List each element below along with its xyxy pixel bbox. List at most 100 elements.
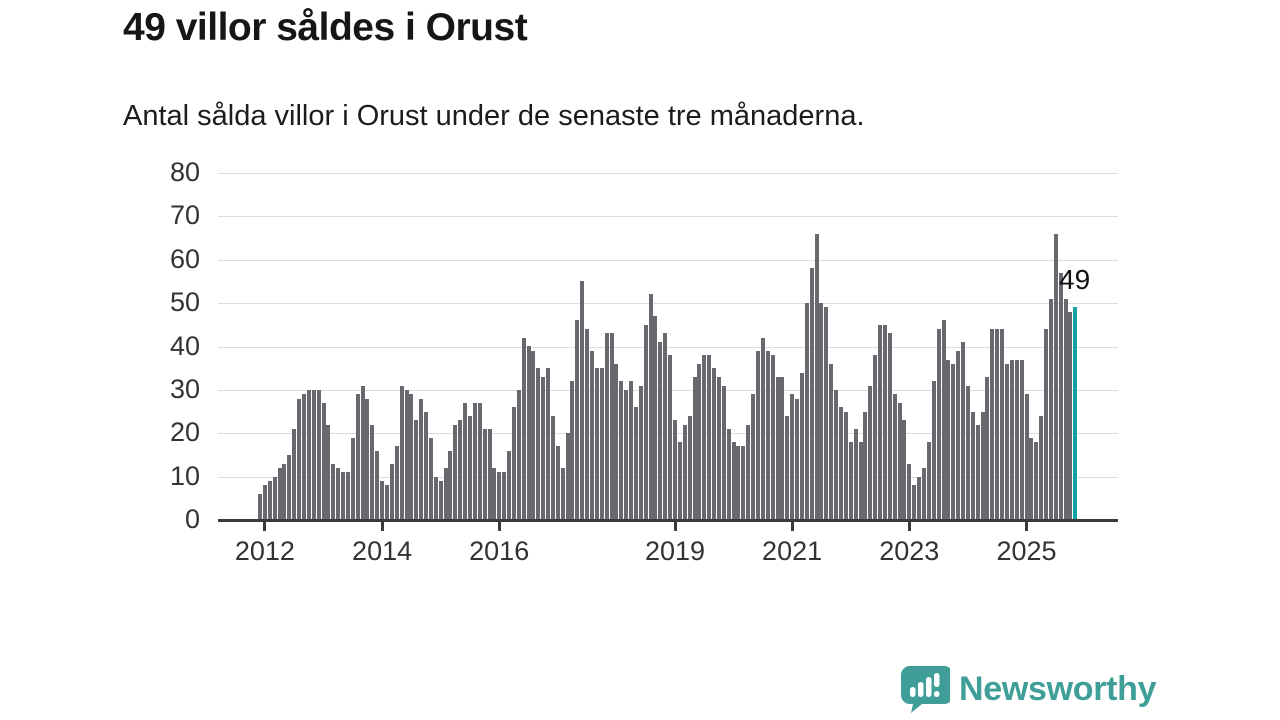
bar <box>614 364 619 520</box>
bar <box>922 468 926 520</box>
x-axis-tick <box>380 520 384 531</box>
bar <box>853 429 858 520</box>
bar <box>721 386 726 520</box>
gridline <box>218 259 1118 261</box>
bar <box>360 386 365 520</box>
y-axis-tick-label: 0 <box>184 504 200 534</box>
bar <box>550 416 555 520</box>
bar <box>824 307 829 520</box>
gridline <box>218 173 1118 174</box>
bar <box>380 481 385 520</box>
bar <box>702 355 707 520</box>
last-value-label: 49 <box>1059 264 1091 295</box>
bar <box>536 368 541 520</box>
bar <box>399 386 404 520</box>
gridline <box>218 303 1118 305</box>
bar <box>1068 312 1073 520</box>
bar <box>453 425 458 520</box>
bar <box>565 433 570 520</box>
bar <box>882 325 887 520</box>
bar <box>521 338 526 520</box>
bar <box>668 355 673 520</box>
bar <box>951 364 956 520</box>
y-axis-tick-label: 10 <box>169 460 200 491</box>
bar <box>677 442 682 520</box>
bar <box>277 468 282 520</box>
bar <box>580 281 585 520</box>
bar <box>780 377 785 520</box>
bar <box>507 451 511 520</box>
bar <box>990 329 995 520</box>
bar <box>428 438 433 520</box>
bar <box>516 390 521 520</box>
y-axis-tick-label: 40 <box>169 330 200 361</box>
x-axis-line <box>218 519 1118 522</box>
bar <box>756 351 760 520</box>
gridline <box>218 216 1118 218</box>
bar <box>682 425 687 520</box>
bar <box>653 316 658 520</box>
x-axis-tick <box>263 520 267 531</box>
bar <box>897 403 902 520</box>
bar <box>799 373 804 520</box>
bar <box>648 294 653 520</box>
chart-subtitle: Antal sålda villor i Orust under de sena… <box>123 100 865 132</box>
bar <box>419 399 424 520</box>
bar <box>795 399 799 520</box>
bar <box>1039 416 1044 520</box>
x-axis-tick-label: 2021 <box>762 536 823 566</box>
bar <box>731 442 736 520</box>
bar <box>770 355 775 520</box>
bar <box>477 403 482 520</box>
bar <box>321 403 326 520</box>
bar <box>746 425 751 520</box>
bar <box>1053 234 1058 520</box>
y-axis-tick-label: 80 <box>169 157 200 187</box>
bar <box>1014 360 1019 520</box>
bar <box>663 333 668 520</box>
bar <box>424 412 428 520</box>
bar <box>926 442 931 520</box>
bar <box>980 412 985 520</box>
bar <box>301 394 306 520</box>
bar <box>316 390 321 520</box>
bar <box>531 351 536 520</box>
bar <box>526 346 531 520</box>
y-axis-tick-label: 50 <box>169 287 200 318</box>
y-axis-tick-label: 70 <box>169 200 200 231</box>
bar <box>819 303 824 520</box>
bar <box>438 481 443 520</box>
bar <box>858 442 863 520</box>
bar <box>629 381 633 520</box>
bar <box>433 477 438 520</box>
bar <box>355 394 360 520</box>
newsworthy-logo-icon <box>901 666 950 713</box>
bar <box>985 377 990 520</box>
bar <box>306 390 311 520</box>
bar <box>941 320 946 520</box>
bar <box>775 377 780 520</box>
bar <box>502 472 507 520</box>
bar <box>546 368 550 520</box>
bar <box>609 333 614 520</box>
bar <box>404 390 409 520</box>
bar <box>311 390 316 520</box>
bar <box>736 446 741 520</box>
bar <box>633 407 638 520</box>
bar <box>482 429 487 520</box>
bar <box>878 325 882 520</box>
bar <box>839 407 843 520</box>
bar <box>267 481 272 520</box>
bar <box>687 416 692 520</box>
bar <box>692 377 697 520</box>
bar <box>868 386 873 520</box>
bar <box>394 446 399 520</box>
bar <box>995 329 1000 520</box>
bar <box>389 464 394 520</box>
bar <box>272 477 277 520</box>
bar <box>1034 442 1039 520</box>
bar <box>292 429 297 520</box>
bar <box>712 368 716 520</box>
bar <box>873 355 878 520</box>
bar <box>785 416 790 520</box>
